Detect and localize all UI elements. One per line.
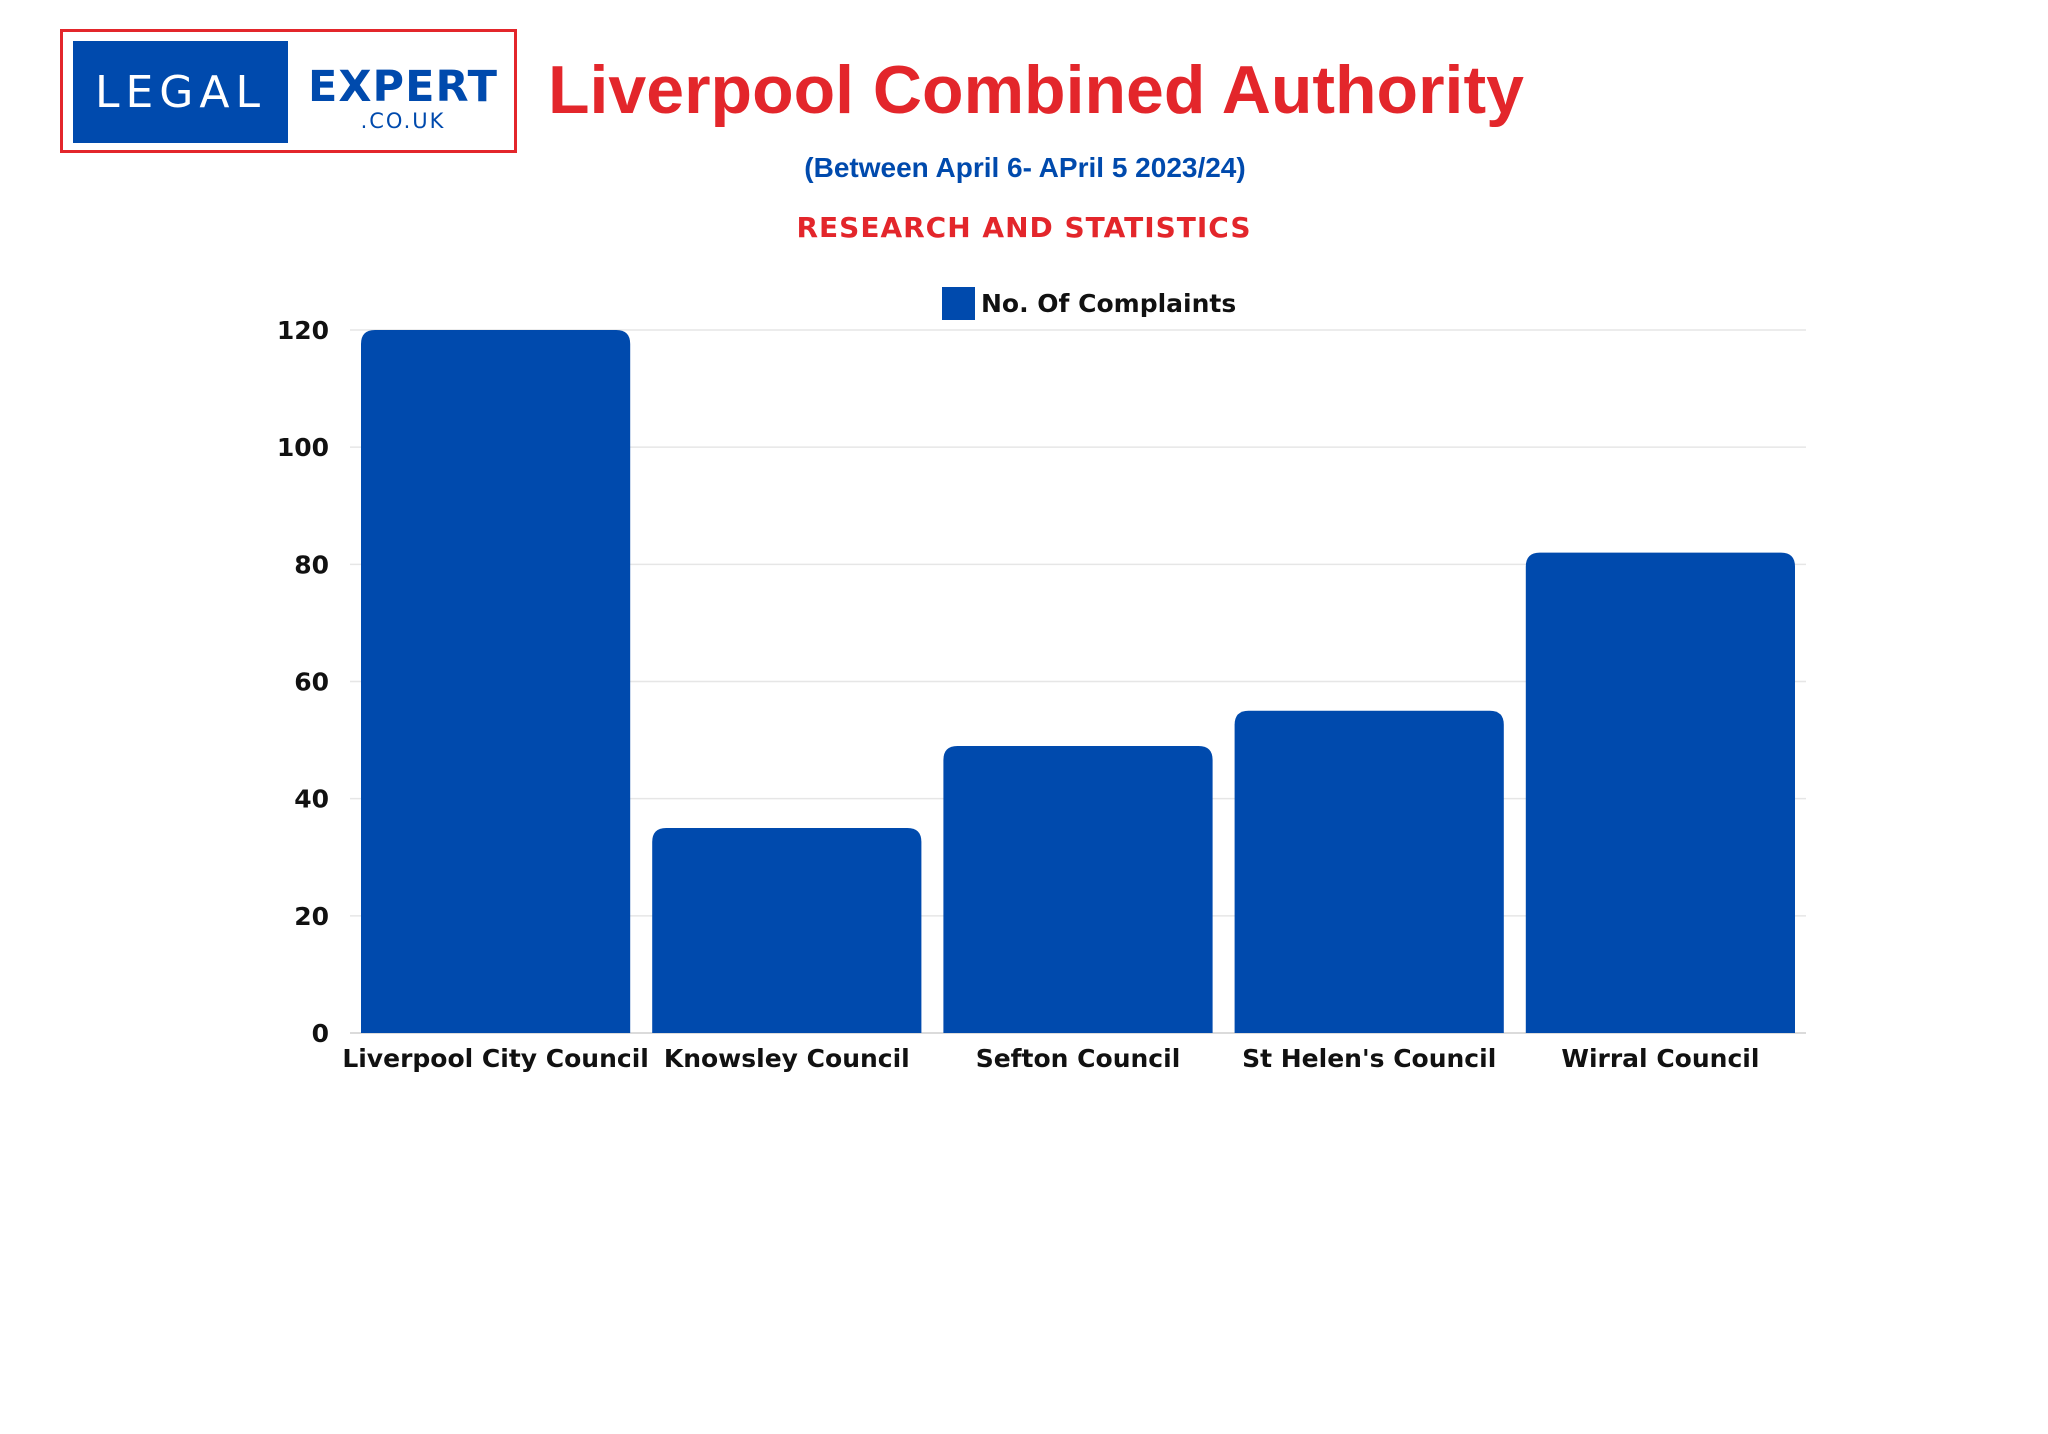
- logo-domain-text: .CO.UK: [360, 109, 446, 133]
- y-tick-label: 20: [294, 902, 329, 931]
- x-tick-label: Sefton Council: [976, 1044, 1181, 1073]
- bar: [652, 827, 922, 1033]
- y-tick-label: 100: [277, 433, 329, 462]
- legend-label: No. Of Complaints: [981, 288, 1237, 318]
- logo-legal-text: LEGAL: [94, 66, 267, 118]
- y-tick-label: 40: [294, 785, 329, 814]
- bar: [1234, 710, 1504, 1033]
- bar: [361, 330, 631, 1033]
- chart-legend: No. Of Complaints: [942, 285, 1236, 321]
- logo-legal-block: LEGAL: [73, 41, 288, 143]
- y-tick-label: 120: [277, 316, 329, 345]
- x-tick-label: Wirral Council: [1561, 1044, 1759, 1073]
- page-title: Liverpool Combined Authority: [548, 52, 1524, 128]
- section-label: RESEARCH AND STATISTICS: [796, 211, 1252, 244]
- legal-expert-logo: LEGAL EXPERT .CO.UK: [60, 29, 517, 153]
- legend-swatch: [942, 286, 975, 320]
- logo-expert-text: EXPERT: [308, 62, 498, 112]
- y-tick-label: 80: [294, 550, 329, 579]
- y-tick-label: 0: [312, 1019, 329, 1048]
- bar: [943, 745, 1213, 1033]
- x-tick-label: Liverpool City Council: [342, 1044, 649, 1073]
- page-subtitle: (Between April 6- APril 5 2023/24): [0, 150, 2048, 186]
- x-tick-label: Knowsley Council: [664, 1044, 910, 1073]
- logo-expert-block: EXPERT .CO.UK: [298, 44, 508, 144]
- subtitle-text: (Between April 6- APril 5 2023/24): [804, 152, 1246, 183]
- x-tick-label: St Helen's Council: [1242, 1044, 1496, 1073]
- y-tick-label: 60: [294, 668, 329, 697]
- bar: [1525, 552, 1795, 1033]
